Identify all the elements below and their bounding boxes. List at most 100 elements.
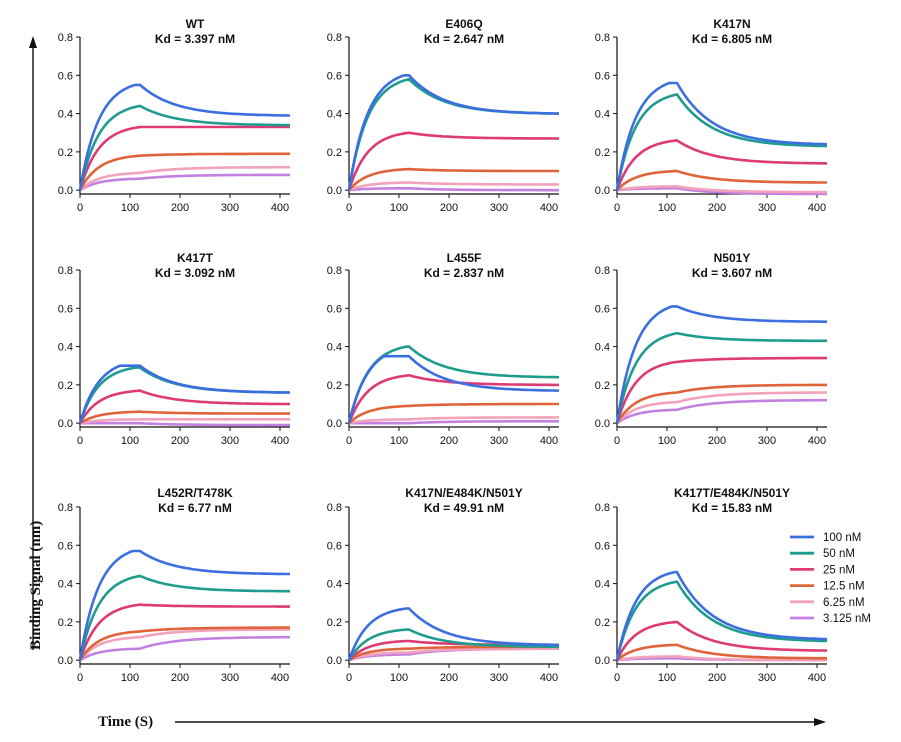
panel-title: WT: [186, 17, 205, 31]
y-tick-label: 0.8: [58, 502, 73, 514]
legend-label: 6.25 nM: [823, 597, 865, 609]
x-tick-label: 100: [390, 435, 408, 447]
series-line-6-25nM-nm: [79, 418, 290, 425]
series-line-25nM-nm: [615, 620, 827, 661]
x-tick-label: 0: [346, 435, 352, 447]
series-line-25nM-nm: [78, 125, 290, 191]
y-axis-title-group: Binding Signal (nm): [28, 36, 44, 650]
x-tick-label: 200: [171, 202, 189, 214]
series-line-12-5nM-nm: [79, 410, 290, 425]
x-tick-label: 300: [758, 202, 776, 214]
y-tick-label: 0.4: [327, 579, 342, 591]
x-tick-label: 100: [390, 672, 408, 684]
x-tick-label: 100: [390, 202, 408, 214]
series-line-25nM-nm: [615, 356, 827, 424]
x-tick-label: 100: [658, 435, 676, 447]
series-line-50nM-nm: [615, 580, 827, 661]
y-tick-label: 0.2: [327, 147, 342, 159]
series-line-3-125nM-nm: [79, 173, 290, 192]
x-tick-label: 100: [658, 672, 676, 684]
x-tick-label: 200: [708, 672, 726, 684]
y-tick-label: 0.0: [58, 418, 73, 430]
series-line-100nM-nm: [78, 83, 290, 191]
series-line-3-125nM-nm: [616, 398, 827, 425]
x-tick-label: 0: [346, 202, 352, 214]
series-line-6-25nM-nm: [616, 185, 827, 194]
x-tick-label: 0: [77, 672, 83, 684]
y-tick-label: 0.0: [595, 185, 610, 197]
series-line-100nM-nm: [615, 305, 827, 424]
x-tick-label: 400: [540, 672, 558, 684]
panel-kd-label: Kd = 3.607 nM: [692, 266, 772, 280]
series-line-50nM-nm: [78, 574, 290, 661]
x-tick-label: 100: [658, 202, 676, 214]
series-line-3-125nM-nm: [79, 635, 290, 662]
y-tick-label: 0.2: [58, 147, 73, 159]
series-line-6-25nM-nm: [78, 628, 290, 662]
series-line-12-5nM-nm: [615, 383, 827, 424]
y-tick-label: 0.6: [327, 303, 342, 315]
panel-title: L455F: [447, 251, 482, 265]
x-tick-label: 0: [346, 672, 352, 684]
series-line-12-5nM-nm: [348, 167, 559, 192]
x-tick-label: 400: [808, 435, 826, 447]
y-tick-label: 0.8: [327, 265, 342, 277]
panel-kd-label: Kd = 3.092 nM: [155, 266, 235, 280]
y-tick-label: 0.4: [595, 579, 610, 591]
y-tick-label: 0.6: [595, 303, 610, 315]
x-tick-label: 200: [708, 435, 726, 447]
x-axis-arrowhead: [814, 718, 826, 726]
y-tick-label: 0.2: [595, 617, 610, 629]
y-tick-label: 0.2: [58, 380, 73, 392]
x-tick-label: 0: [614, 202, 620, 214]
series-line-100nM-nm: [78, 549, 290, 661]
x-tick-label: 200: [440, 202, 458, 214]
y-tick-label: 0.8: [595, 265, 610, 277]
x-tick-label: 200: [440, 435, 458, 447]
legend-label: 25 nM: [823, 564, 855, 576]
panel-kd-label: Kd = 6.805 nM: [692, 32, 772, 46]
x-tick-label: 300: [490, 202, 508, 214]
series-line-12-5nM-nm: [348, 402, 559, 425]
series-line-6-25nM-nm: [348, 416, 559, 425]
series-line-12-5nM-nm: [78, 626, 290, 661]
y-tick-label: 0.0: [327, 185, 342, 197]
panel-title: K417N/E484K/N501Y: [405, 486, 522, 500]
y-tick-label: 0.6: [595, 540, 610, 552]
x-tick-label: 200: [171, 435, 189, 447]
x-tick-label: 300: [490, 435, 508, 447]
legend-label: 12.5 nM: [823, 581, 865, 593]
panel-title: K417N: [713, 17, 750, 31]
y-tick-label: 0.0: [595, 655, 610, 667]
series-line-12-5nM-nm: [616, 643, 828, 662]
series-line-3-125nM-nm: [349, 420, 559, 425]
y-tick-label: 0.8: [327, 32, 342, 44]
x-tick-label: 400: [271, 435, 289, 447]
panel-title: L452R/T478K: [157, 486, 233, 500]
series-line-25nM-nm: [347, 131, 559, 191]
x-axis-title-group: Time (S): [98, 714, 826, 730]
y-tick-label: 0.0: [327, 418, 342, 430]
x-tick-label: 100: [121, 435, 139, 447]
x-axis-title: Time (S): [98, 714, 153, 730]
y-tick-label: 0.2: [595, 147, 610, 159]
legend-label: 100 nM: [823, 532, 861, 544]
series-line-50nM-nm: [615, 93, 827, 191]
series-line-12-5nM-nm: [616, 169, 827, 192]
x-tick-label: 300: [221, 202, 239, 214]
y-tick-label: 0.8: [58, 265, 73, 277]
x-tick-label: 0: [77, 202, 83, 214]
x-tick-label: 300: [758, 672, 776, 684]
x-tick-label: 400: [271, 672, 289, 684]
y-tick-label: 0.4: [595, 342, 610, 354]
y-tick-label: 0.8: [327, 502, 342, 514]
y-axis-title: Binding Signal (nm): [28, 521, 44, 650]
